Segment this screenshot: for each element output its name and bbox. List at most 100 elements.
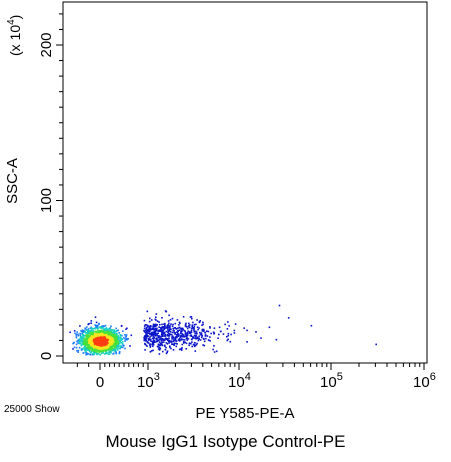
- event-point: [125, 328, 127, 331]
- event-point: [97, 334, 100, 337]
- event-point: [101, 345, 104, 347]
- event-points: [69, 304, 377, 356]
- event-point: [122, 341, 124, 343]
- event-point: [100, 343, 102, 346]
- event-point: [80, 330, 82, 332]
- event-point: [84, 339, 86, 341]
- event-point: [175, 345, 178, 348]
- event-point: [114, 343, 117, 345]
- event-point: [155, 340, 158, 343]
- event-point: [95, 348, 97, 351]
- event-point: [201, 330, 204, 332]
- event-point: [82, 341, 85, 343]
- event-point: [112, 329, 115, 331]
- event-point: [130, 334, 133, 337]
- event-point: [210, 332, 212, 335]
- event-point: [103, 338, 105, 341]
- event-point: [117, 336, 120, 339]
- event-point: [102, 352, 105, 354]
- event-point: [75, 343, 78, 346]
- x-tick-label: 103: [137, 371, 160, 391]
- event-point: [92, 328, 95, 330]
- event-point: [166, 339, 169, 341]
- event-point: [101, 344, 103, 346]
- event-point: [89, 327, 92, 330]
- event-point: [123, 336, 125, 339]
- event-point: [69, 331, 71, 334]
- event-point: [88, 347, 90, 350]
- event-point: [111, 349, 114, 352]
- event-point: [105, 327, 107, 330]
- event-point: [117, 344, 120, 347]
- event-point: [206, 330, 208, 332]
- event-point: [158, 349, 161, 351]
- event-point: [151, 327, 153, 330]
- event-point: [161, 337, 163, 340]
- event-point: [77, 349, 80, 352]
- event-point: [101, 326, 103, 329]
- event-point: [178, 329, 181, 331]
- event-point: [180, 349, 183, 351]
- event-point: [168, 335, 171, 337]
- event-point: [72, 348, 74, 350]
- event-point: [111, 347, 114, 350]
- x-tick-label: 104: [228, 371, 251, 391]
- event-point: [145, 336, 147, 338]
- event-point: [79, 341, 81, 343]
- event-point: [90, 336, 92, 338]
- y-axis-label: SSC-A: [4, 158, 21, 204]
- event-point: [156, 335, 159, 337]
- event-point: [209, 336, 211, 338]
- event-point: [171, 325, 174, 327]
- event-point: [101, 347, 103, 350]
- event-point: [185, 342, 188, 345]
- event-point: [199, 331, 201, 334]
- event-point: [110, 333, 113, 335]
- event-point: [86, 348, 88, 350]
- event-point: [114, 348, 117, 350]
- event-point: [106, 328, 109, 330]
- event-point: [113, 336, 115, 338]
- event-point: [102, 327, 104, 329]
- event-point: [88, 342, 91, 344]
- event-point: [76, 340, 78, 343]
- event-point: [168, 340, 171, 342]
- event-point: [104, 343, 106, 345]
- event-point: [191, 327, 193, 330]
- event-point: [171, 338, 173, 340]
- event-point: [89, 334, 91, 337]
- event-point: [90, 338, 93, 340]
- event-point: [202, 344, 204, 346]
- event-point: [154, 332, 156, 335]
- event-point: [89, 347, 91, 349]
- event-point: [105, 337, 107, 339]
- event-point: [202, 337, 205, 340]
- event-point: [112, 341, 115, 343]
- event-point: [87, 323, 89, 326]
- event-point: [111, 337, 114, 339]
- event-point: [158, 344, 160, 346]
- event-point: [156, 329, 158, 332]
- event-point: [170, 341, 173, 343]
- event-point: [147, 324, 149, 327]
- event-point: [190, 334, 193, 336]
- event-point: [89, 353, 92, 356]
- event-point: [166, 351, 168, 354]
- event-point: [74, 332, 76, 335]
- event-point: [166, 326, 168, 329]
- event-point: [98, 342, 100, 344]
- event-point: [85, 349, 87, 351]
- event-point: [93, 338, 95, 341]
- event-point: [93, 353, 96, 356]
- event-point: [156, 340, 159, 343]
- event-point: [105, 350, 107, 353]
- event-point: [182, 334, 185, 337]
- event-point: [160, 327, 162, 330]
- event-point: [115, 346, 117, 348]
- event-point: [147, 339, 150, 341]
- event-point: [190, 342, 192, 345]
- event-point: [149, 336, 151, 338]
- event-point: [178, 321, 181, 324]
- event-point: [114, 342, 117, 344]
- event-point: [144, 337, 147, 340]
